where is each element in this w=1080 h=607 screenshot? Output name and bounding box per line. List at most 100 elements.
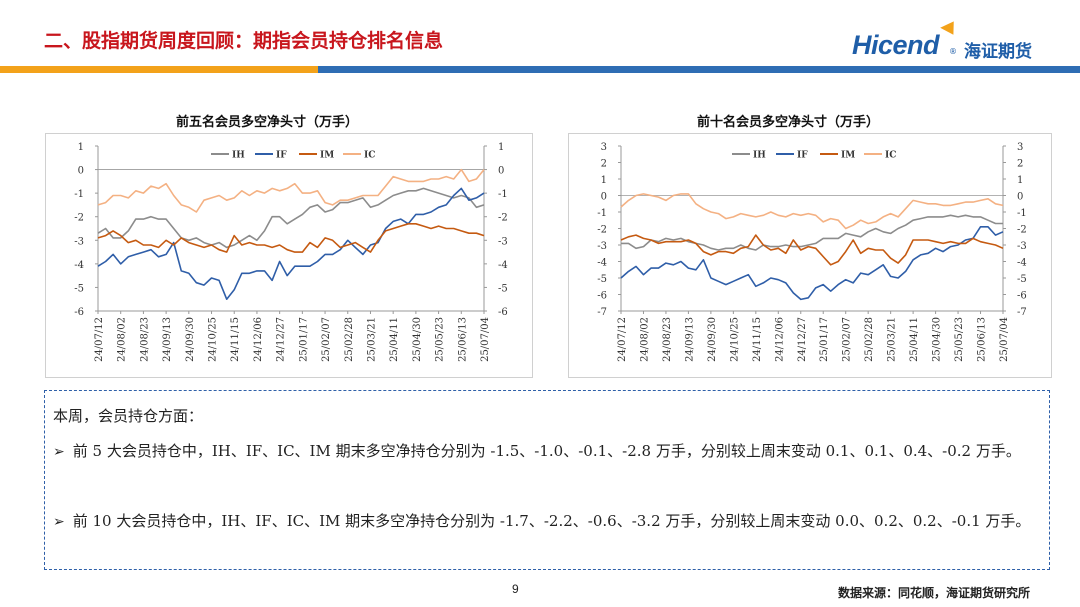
chart1-x-tick-label: 25/07/04 xyxy=(480,317,491,362)
chart2-y-tick-label-right: 3 xyxy=(1017,142,1023,153)
chart2-y-tick-label-right: -5 xyxy=(1017,274,1027,285)
chart2-x-tick-label: 25/02/28 xyxy=(864,317,875,362)
chart2-y-tick-label-left: -7 xyxy=(597,307,607,318)
chart1-x-tick-label: 24/09/13 xyxy=(162,317,173,362)
chart2-title: 前十名会员多空净头寸（万手） xyxy=(697,115,880,130)
chart2-x-tick-label: 24/07/12 xyxy=(617,317,628,362)
chart2-y-tick-label-left: -1 xyxy=(597,208,607,219)
chart2-x-tick-label: 25/02/07 xyxy=(842,317,853,362)
chart2-series-if-line xyxy=(620,226,1004,301)
summary-intro: 本周，会员持仓方面： xyxy=(53,407,204,425)
chart1-y-tick-label-right: 1 xyxy=(498,142,504,153)
chart2-series-im-line xyxy=(620,234,1004,266)
page-title: 二、股指期货周度回顾：期指会员持仓排名信息 xyxy=(44,30,444,52)
chart2-x-tick-label: 25/01/17 xyxy=(819,317,830,362)
chart1-series-im-line xyxy=(97,223,485,253)
chart1-x-tick-label: 24/08/23 xyxy=(139,317,150,362)
chart2-series-ic-line xyxy=(620,193,1004,230)
logo-mark-icon xyxy=(940,21,959,39)
chart1-x-tick-label: 24/12/06 xyxy=(253,317,264,362)
chart1-svg: 1 1 0 0 -1 -1 -2 -2 -3 -3 -4 -4 -5 -5 -6 -6 24/07/12 24/0… xyxy=(74,142,508,362)
arrow-bullet-icon: ➢ xyxy=(53,514,65,530)
data-source-note: 数据来源：同花顺，海证期货研究所 xyxy=(838,586,1031,600)
chart2-legend-im-label: IM xyxy=(841,151,855,161)
chart1-y-tick-label-left: -3 xyxy=(74,236,84,247)
header-band-orange xyxy=(0,66,318,73)
chart1-legend-if-label: IF xyxy=(276,151,287,161)
chart1-legend-ic-label: IC xyxy=(364,151,375,161)
chart2-y-tick-label-right: -3 xyxy=(1017,241,1027,252)
chart2-y-tick-label-left: 3 xyxy=(601,142,607,153)
chart1-x-tick-label: 25/03/21 xyxy=(366,317,377,362)
chart1-y-tick-label-left: 0 xyxy=(78,166,84,177)
chart2-x-tick-label: 25/06/13 xyxy=(977,317,988,362)
chart1-legend-im-label: IM xyxy=(320,151,334,161)
chart1-x-tick-label: 24/11/15 xyxy=(230,317,241,362)
chart1-x-tick-label: 24/08/02 xyxy=(117,317,128,362)
chart2-legend-ic-label: IC xyxy=(885,151,896,161)
chart2-y-tick-label-left: 0 xyxy=(601,192,607,203)
chart1-title: 前五名会员多空净头寸（万手） xyxy=(176,115,359,130)
chart2-y-tick-label-right: 1 xyxy=(1017,175,1023,186)
chart2-legend-ih-label: IH xyxy=(753,151,766,161)
chart1-x-tick-label: 24/10/25 xyxy=(208,317,219,362)
chart2-x-tick-label: 24/11/15 xyxy=(752,317,763,362)
chart2-y-tick-label-left: -5 xyxy=(597,274,607,285)
chart2-x-tick-label: 25/05/23 xyxy=(954,317,965,362)
chart1-y-tick-label-right: -1 xyxy=(498,189,508,200)
chart1-y-tick-label-right: -5 xyxy=(498,283,508,294)
chart2-x-tick-label: 25/07/04 xyxy=(999,317,1010,362)
chart2-x-tick-label: 24/10/25 xyxy=(729,317,740,362)
chart1-legend-ih-label: IH xyxy=(232,151,245,161)
chart2-y-tick-label-left: 2 xyxy=(601,159,607,170)
chart2-x-tick-label: 24/09/30 xyxy=(707,317,718,362)
chart1-x-tick-label: 25/02/07 xyxy=(321,317,332,362)
chart2-y-tick-label-right: -6 xyxy=(1017,291,1027,302)
chart2-container: 3 3 2 2 1 1 0 0 -1 -1 -2 -2 -3 -3 -4 -4 -5 -5 -6 -6 -7 -7 24/0… xyxy=(568,133,1052,378)
chart1-series-ih-line xyxy=(97,187,485,249)
logo-registered-mark: ® xyxy=(949,47,957,56)
chart1-y-tick-label-left: -1 xyxy=(74,189,84,200)
chart1-y-tick-label-right: -3 xyxy=(498,236,508,247)
chart2-series-ih-line xyxy=(621,214,1003,251)
page-number: 9 xyxy=(512,582,519,596)
summary-bullet-2-text: 前 10 大会员持仓中，IH、IF、IC、IM 期末多空净持仓分别为 -1.7、… xyxy=(72,512,1031,530)
chart1-x-tick-label: 24/12/27 xyxy=(276,317,287,362)
chart1-x-tick-label: 25/05/23 xyxy=(435,317,446,362)
chart1-container: 1 1 0 0 -1 -1 -2 -2 -3 -3 -4 -4 -5 -5 -6 -6 24/07/12 24/0… xyxy=(45,133,533,378)
chart1-x-tick-label: 25/04/11 xyxy=(389,317,400,362)
chart1-x-tick-label: 24/07/12 xyxy=(94,317,105,362)
chart2-y-tick-label-right: -2 xyxy=(1017,225,1027,236)
chart2-x-tick-label: 24/12/06 xyxy=(774,317,785,362)
chart2-y-tick-label-left: 1 xyxy=(601,175,607,186)
chart2-x-tick-label: 25/03/21 xyxy=(887,317,898,362)
chart1-x-tick-label: 25/06/13 xyxy=(457,317,468,362)
chart2-y-tick-label-right: 2 xyxy=(1017,159,1023,170)
arrow-bullet-icon: ➢ xyxy=(53,444,65,460)
chart2-y-tick-label-right: -1 xyxy=(1017,208,1027,219)
chart1-series-if-line xyxy=(97,187,485,300)
chart1-y-tick-label-left: -4 xyxy=(74,260,84,271)
chart2-x-tick-label: 25/04/11 xyxy=(909,317,920,362)
chart1-y-tick-label-left: -6 xyxy=(74,307,84,318)
chart2-svg: 3 3 2 2 1 1 0 0 -1 -1 -2 -2 -3 -3 -4 -4 -5 -5 -6 -6 -7 -7 24/0… xyxy=(597,142,1027,362)
chart2-y-tick-label-left: -2 xyxy=(597,225,607,236)
chart1-x-tick-label: 25/01/17 xyxy=(298,317,309,362)
chart2-legend-if-label: IF xyxy=(797,151,808,161)
header-band-blue xyxy=(318,66,1080,73)
chart2-x-tick-label: 24/09/13 xyxy=(684,317,695,362)
chart1-x-tick-label: 24/09/30 xyxy=(185,317,196,362)
chart1-x-tick-label: 25/02/28 xyxy=(344,317,355,362)
company-logo: Hicend ® 海证期货 xyxy=(852,21,1052,66)
chart1-x-tick-label: 25/04/30 xyxy=(412,317,423,362)
chart1-y-tick-label-right: 0 xyxy=(498,166,504,177)
chart2-y-tick-label-right: -7 xyxy=(1017,307,1027,318)
chart1-y-tick-label-left: -2 xyxy=(74,213,84,224)
chart2-y-tick-label-left: -4 xyxy=(597,258,607,269)
chart2-y-tick-label-left: -6 xyxy=(597,291,607,302)
chart1-y-tick-label-left: 1 xyxy=(78,142,84,153)
chart2-x-tick-label: 24/12/27 xyxy=(797,317,808,362)
chart2-y-tick-label-left: -3 xyxy=(597,241,607,252)
summary-bullet-2: ➢ 前 10 大会员持仓中，IH、IF、IC、IM 期末多空净持仓分别为 -1.7… xyxy=(53,504,1033,539)
logo-text-en: Hicend xyxy=(852,30,940,60)
